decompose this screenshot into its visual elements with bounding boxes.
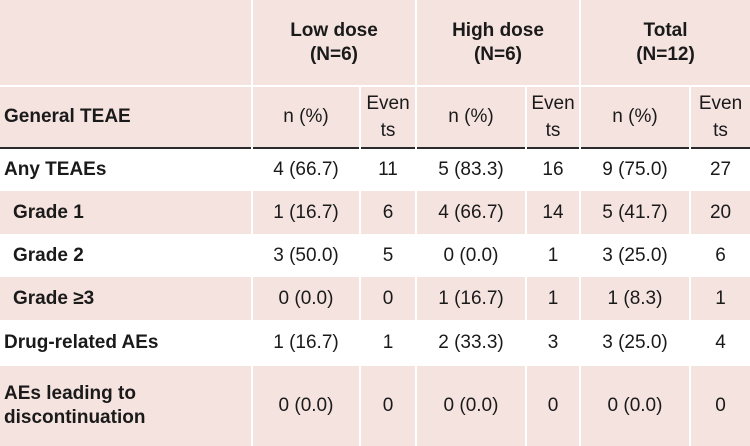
col-header-events-total: Even ts xyxy=(688,86,750,148)
table-cell: 0 xyxy=(688,366,750,446)
group-n-low-dose: (N=6) xyxy=(309,43,359,65)
table-cell: 0 xyxy=(525,366,580,446)
table-cell: 0 (0.0) xyxy=(579,366,690,446)
table-cell: 1 xyxy=(359,320,416,366)
group-header-total: Total (N=12) xyxy=(578,0,750,87)
col-header-npct-low: n (%) xyxy=(251,86,360,148)
group-n-total: (N=12) xyxy=(636,43,695,65)
table-cell: 11 xyxy=(359,148,416,191)
table-cell: 1 xyxy=(688,277,750,320)
table-cell: 4 (66.7) xyxy=(415,191,526,234)
row-label: Grade 1 xyxy=(0,191,252,234)
table-cell: 0 (0.0) xyxy=(415,366,526,446)
col-header-events-low: Even ts xyxy=(359,86,416,148)
row-label: Grade ≥3 xyxy=(0,277,252,320)
table-row: Grade ≥3 0 (0.0) 0 1 (16.7) 1 1 (8.3) 1 xyxy=(0,277,750,320)
table-cell: 0 xyxy=(359,277,416,320)
group-header-low-dose: Low dose (N=6) xyxy=(251,0,416,87)
table-cell: 27 xyxy=(688,148,750,191)
row-label-line-1: AEs leading to xyxy=(4,383,136,404)
table-cell: 4 (66.7) xyxy=(251,148,360,191)
table-cell: 5 xyxy=(359,234,416,277)
group-header-high-dose: High dose (N=6) xyxy=(415,0,580,87)
table-cell: 2 (33.3) xyxy=(415,320,526,366)
table-cell: 1 (16.7) xyxy=(251,320,360,366)
row-label: Drug-related AEs xyxy=(0,320,252,366)
table-cell: 9 (75.0) xyxy=(579,148,690,191)
row-label: AEs leading to discontinuation xyxy=(0,366,252,446)
table-row: Any TEAEs 4 (66.7) 11 5 (83.3) 16 9 (75.… xyxy=(0,148,750,191)
table-cell: 5 (83.3) xyxy=(415,148,526,191)
table-cell: 0 (0.0) xyxy=(415,234,526,277)
group-label-low-dose: Low dose xyxy=(290,19,378,41)
table-cell: 1 xyxy=(525,277,580,320)
group-label-high-dose: High dose xyxy=(452,19,544,41)
row-label-header: General TEAE xyxy=(0,86,252,148)
table-cell: 1 (16.7) xyxy=(251,191,360,234)
table-cell: 6 xyxy=(688,234,750,277)
table-cell: 1 (8.3) xyxy=(579,277,690,320)
table-cell: 6 xyxy=(359,191,416,234)
table-cell: 3 (25.0) xyxy=(579,320,690,366)
table-row: Drug-related AEs 1 (16.7) 1 2 (33.3) 3 3… xyxy=(0,320,750,366)
header-corner xyxy=(0,0,252,87)
table-cell: 0 (0.0) xyxy=(251,277,360,320)
table-cell: 0 xyxy=(359,366,416,446)
table-cell: 3 (50.0) xyxy=(251,234,360,277)
table-cell: 3 (25.0) xyxy=(579,234,690,277)
table-row: Grade 1 1 (16.7) 6 4 (66.7) 14 5 (41.7) … xyxy=(0,191,750,234)
column-header-row: General TEAE n (%) Even ts n (%) Even ts n… xyxy=(0,86,750,148)
table-row: AEs leading to discontinuation 0 (0.0) 0… xyxy=(0,366,750,446)
col-header-npct-total: n (%) xyxy=(579,86,690,148)
col-header-events-high: Even ts xyxy=(525,86,580,148)
table-cell: 1 (16.7) xyxy=(415,277,526,320)
table-row: Grade 2 3 (50.0) 5 0 (0.0) 1 3 (25.0) 6 xyxy=(0,234,750,277)
table-cell: 0 (0.0) xyxy=(251,366,360,446)
table-cell: 4 xyxy=(688,320,750,366)
table-cell: 14 xyxy=(525,191,580,234)
group-label-total: Total xyxy=(643,19,688,41)
table-cell: 16 xyxy=(525,148,580,191)
row-label-line-2: discontinuation xyxy=(4,407,146,428)
col-header-npct-high: n (%) xyxy=(415,86,526,148)
row-label: Any TEAEs xyxy=(0,148,252,191)
group-header-row: Low dose (N=6) High dose (N=6) Total (N=… xyxy=(0,0,750,87)
table-cell: 5 (41.7) xyxy=(579,191,690,234)
table-cell: 3 xyxy=(525,320,580,366)
table-cell: 1 xyxy=(525,234,580,277)
group-n-high-dose: (N=6) xyxy=(473,43,523,65)
row-label: Grade 2 xyxy=(0,234,252,277)
table-cell: 20 xyxy=(688,191,750,234)
